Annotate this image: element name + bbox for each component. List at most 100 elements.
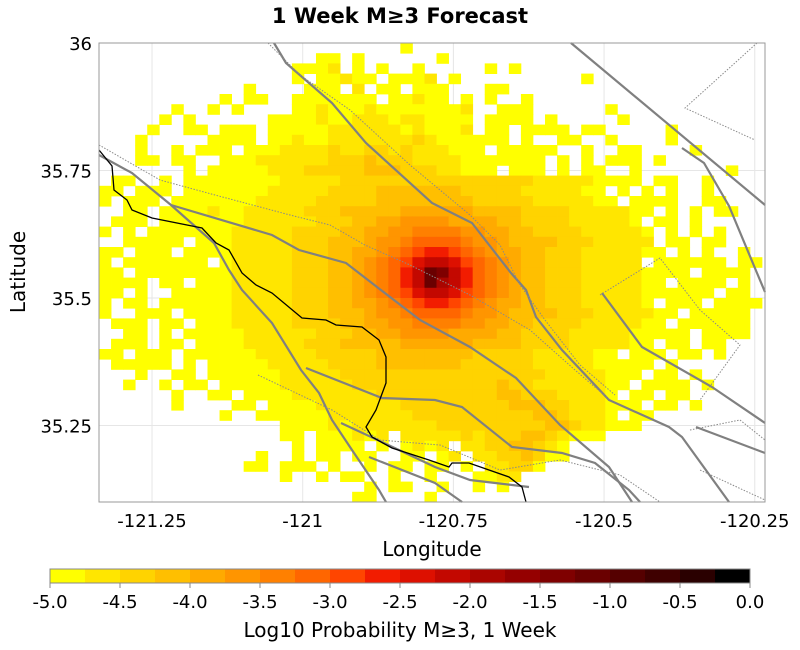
heatmap-cell xyxy=(147,247,160,258)
heatmap-cell xyxy=(388,471,401,482)
heatmap-cell xyxy=(135,134,148,146)
heatmap-cell xyxy=(605,369,618,380)
heatmap-cell xyxy=(400,369,413,380)
heatmap-cell xyxy=(303,420,317,431)
heatmap-cell xyxy=(557,124,570,136)
heatmap-cell xyxy=(508,104,522,115)
heatmap-cell xyxy=(496,400,510,411)
heatmap-cell xyxy=(472,400,486,411)
heatmap-cell xyxy=(376,410,389,421)
heatmap-cell xyxy=(448,349,462,360)
heatmap-cell xyxy=(508,298,522,309)
heatmap-cell xyxy=(207,287,220,299)
heatmap-cell xyxy=(279,257,293,268)
heatmap-cell xyxy=(291,114,305,125)
heatmap-cell xyxy=(569,389,582,401)
heatmap-cell xyxy=(183,287,196,299)
heatmap-cell xyxy=(364,104,377,115)
heatmap-cell xyxy=(448,134,462,146)
heatmap-cell xyxy=(605,175,618,187)
heatmap-cell xyxy=(641,410,654,421)
heatmap-cell xyxy=(219,165,232,176)
heatmap-cell xyxy=(713,318,727,329)
heatmap-cell xyxy=(412,206,425,217)
heatmap-cell xyxy=(713,308,727,319)
heatmap-cell xyxy=(315,359,329,370)
heatmap-cell xyxy=(472,216,486,227)
heatmap-cell xyxy=(484,277,498,289)
heatmap-cell xyxy=(352,328,365,340)
heatmap-cell xyxy=(99,298,112,309)
heatmap-cell xyxy=(219,236,232,248)
heatmap-cell xyxy=(219,298,232,309)
heatmap-cell xyxy=(243,267,257,278)
heatmap-cell xyxy=(340,267,353,278)
heatmap-cell xyxy=(436,349,449,360)
heatmap-cell xyxy=(496,206,510,217)
heatmap-cell xyxy=(376,349,389,360)
heatmap-cell xyxy=(135,359,148,370)
heatmap-cell xyxy=(99,308,112,319)
heatmap-cell xyxy=(520,349,534,360)
heatmap-cell xyxy=(388,298,401,309)
heatmap-cell xyxy=(569,349,582,360)
heatmap-cell xyxy=(123,359,136,370)
heatmap-cell xyxy=(617,247,630,258)
heatmap-cell xyxy=(496,196,510,207)
heatmap-cell xyxy=(508,349,522,360)
heatmap-cell xyxy=(520,359,534,370)
heatmap-cell xyxy=(400,236,413,248)
heatmap-cell xyxy=(412,145,425,156)
heatmap-cell xyxy=(412,134,425,146)
heatmap-cell xyxy=(605,308,618,319)
heatmap-cell xyxy=(472,308,486,319)
heatmap-cell xyxy=(581,379,594,391)
heatmap-cell xyxy=(291,349,305,360)
heatmap-cell xyxy=(267,338,281,350)
heatmap-cell xyxy=(653,257,666,268)
heatmap-cell xyxy=(340,440,353,452)
heatmap-cell xyxy=(725,328,739,340)
heatmap-cell xyxy=(508,114,522,125)
heatmap-cell xyxy=(424,216,437,227)
heatmap-cell xyxy=(364,349,377,360)
heatmap-cell xyxy=(448,410,462,421)
heatmap-cell xyxy=(219,328,232,340)
heatmap-cell xyxy=(689,145,703,156)
heatmap-cell xyxy=(159,114,172,125)
heatmap-cell xyxy=(159,226,172,238)
fault-line xyxy=(570,42,766,206)
heatmap-cell xyxy=(605,247,618,258)
heatmap-cell xyxy=(183,349,196,360)
heatmap-cell xyxy=(665,206,678,217)
heatmap-cell xyxy=(593,226,606,238)
heatmap-cell xyxy=(569,206,582,217)
heatmap-cell xyxy=(279,175,293,187)
heatmap-cell xyxy=(303,63,317,74)
heatmap-cell xyxy=(315,94,329,105)
heatmap-cell xyxy=(448,420,462,431)
heatmap-cell xyxy=(315,267,329,278)
colorbar-swatch xyxy=(610,569,646,583)
heatmap-cell xyxy=(159,338,172,350)
heatmap-cell xyxy=(713,196,727,207)
heatmap-cell xyxy=(279,298,293,309)
heatmap-cell xyxy=(532,379,546,391)
heatmap-cell xyxy=(195,298,208,309)
heatmap-cell xyxy=(147,267,160,278)
heatmap-cell xyxy=(328,226,341,238)
heatmap-cell xyxy=(147,359,160,370)
heatmap-cell xyxy=(340,247,353,258)
heatmap-cell xyxy=(665,175,678,187)
heatmap-cell xyxy=(617,328,630,340)
heatmap-cell xyxy=(569,369,582,380)
heatmap-cell xyxy=(508,145,522,156)
heatmap-cell xyxy=(665,196,678,207)
heatmap-cell xyxy=(171,338,184,350)
heatmap-cell xyxy=(581,73,594,85)
heatmap-cell xyxy=(315,216,329,227)
heatmap-cell xyxy=(545,114,558,125)
heatmap-cell xyxy=(472,145,486,156)
heatmap-cell xyxy=(569,410,582,421)
heatmap-cell xyxy=(315,73,329,85)
